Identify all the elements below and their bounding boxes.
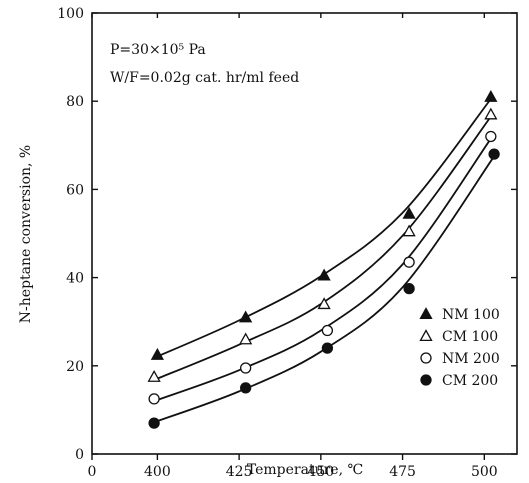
data-point-cm-100 — [484, 107, 498, 120]
y-tick-label: 100 — [57, 6, 84, 22]
legend: NM 100 CM 100 NM 200 CM 200 — [419, 307, 500, 389]
data-point-nm-200 — [321, 324, 334, 337]
data-point-nm-200 — [485, 130, 497, 143]
legend-marker-cm-200 — [420, 374, 432, 386]
data-point-nm-100 — [402, 206, 416, 219]
data-point-nm-200 — [403, 256, 415, 268]
legend-label-nm-100: NM 100 — [442, 307, 500, 323]
data-point-nm-100 — [239, 310, 253, 323]
y-tick-label: 60 — [66, 182, 84, 198]
data-markers — [147, 89, 500, 429]
data-point-nm-100 — [317, 268, 331, 281]
x-axis-ticks: 0 400 425 450 475 500 — [88, 13, 498, 480]
data-point-cm-100 — [317, 297, 331, 310]
data-point-nm-200 — [240, 362, 252, 374]
legend-label-cm-200: CM 200 — [442, 373, 498, 389]
fit-curve-nm-200 — [153, 138, 492, 402]
x-tick-label: 500 — [471, 464, 498, 480]
x-tick-label: 475 — [389, 464, 416, 480]
data-point-nm-100 — [150, 347, 164, 360]
x-axis-title: Temperature, ℃ — [247, 462, 363, 478]
legend-label-nm-200: NM 200 — [442, 351, 500, 367]
data-point-nm-100 — [484, 89, 498, 102]
data-point-cm-200 — [321, 342, 334, 354]
y-axis-ticks: 0 20 40 60 80 100 — [57, 6, 517, 463]
data-point-cm-100 — [147, 369, 161, 382]
x-tick-label: 0 — [88, 464, 97, 480]
y-axis-title: N-heptane conversion, % — [18, 145, 34, 323]
annotation-space-velocity: W/F=0.02g cat. hr/ml feed — [110, 70, 299, 86]
y-tick-label: 0 — [75, 447, 84, 463]
legend-marker-cm-100 — [419, 329, 433, 342]
fit-curve-cm-100 — [153, 116, 492, 381]
data-point-cm-100 — [239, 332, 253, 345]
data-point-cm-100 — [402, 224, 416, 237]
data-point-cm-200 — [148, 417, 160, 429]
x-tick-label: 400 — [144, 464, 171, 480]
data-point-nm-200 — [148, 393, 160, 405]
x-tick-label: 450 — [307, 464, 334, 480]
data-point-cm-200 — [240, 382, 252, 394]
data-point-cm-200 — [488, 148, 500, 160]
y-tick-label: 40 — [66, 271, 84, 287]
legend-label-cm-100: CM 100 — [442, 329, 498, 345]
y-tick-label: 80 — [66, 94, 84, 110]
data-point-cm-200 — [403, 282, 415, 295]
legend-marker-nm-100 — [419, 307, 433, 320]
annotation-pressure: P=30×10⁵ Pa — [110, 42, 206, 58]
plot-frame — [91, 12, 518, 455]
fit-curve-nm-100 — [153, 98, 492, 359]
legend-marker-nm-200 — [420, 352, 432, 364]
y-tick-label: 20 — [66, 359, 84, 375]
x-tick-label: 425 — [226, 464, 253, 480]
